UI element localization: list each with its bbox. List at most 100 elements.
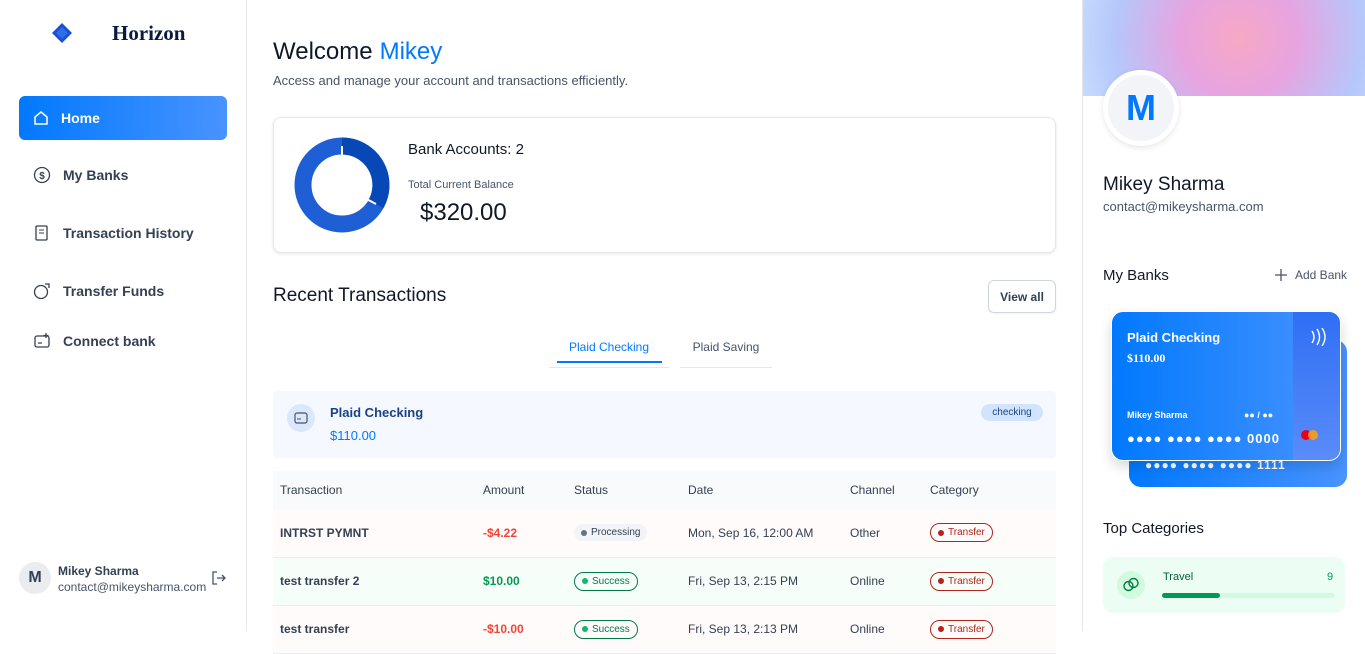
badge-label: Transfer: [948, 623, 985, 635]
badge-label: Transfer: [948, 575, 985, 587]
nav-label: Home: [61, 110, 100, 126]
card-number: ●●●● ●●●● ●●●● 0000: [1127, 431, 1280, 446]
cell: Mon, Sep 16, 12:00 AM: [681, 509, 843, 557]
nav-transfer[interactable]: Transfer Funds: [19, 269, 227, 313]
account-badge: checking: [981, 404, 1043, 421]
bank-name: Plaid Checking: [330, 405, 424, 420]
cell-text: Fri, Sep 13, 2:15 PM: [688, 574, 799, 588]
icon: [35, 225, 48, 241]
cell: Success: [567, 605, 681, 653]
nav-history[interactable]: Transaction History: [19, 211, 227, 255]
cell-text: test transfer 2: [280, 574, 360, 588]
icon: [33, 283, 50, 300]
tab-underline: [557, 361, 662, 363]
category-badge: Transfer: [930, 619, 993, 639]
cell: Transfer: [923, 605, 1056, 653]
dot: [938, 529, 944, 536]
tab[interactable]: Plaid Saving: [680, 340, 772, 368]
transaction-row: test transfer -$10.00 Success Fri, Sep 13, …: [273, 605, 1056, 653]
logout[interactable]: [211, 570, 227, 586]
badge-label: Success: [592, 623, 630, 635]
column-header: Transaction: [280, 483, 343, 497]
transaction-row: INTRST PYMNT -$4.22 Processing Mon, Sep 16,…: [273, 509, 1056, 557]
top-categories-title: Top Categories: [1103, 520, 1204, 537]
logo: [52, 23, 72, 43]
icon: [34, 333, 50, 348]
nav-home[interactable]: Home: [19, 96, 227, 140]
icon: [1275, 269, 1287, 281]
card-expiry: ●● / ●●: [1244, 410, 1274, 420]
cell-text: Online: [850, 574, 885, 588]
user-email: contact@mikeysharma.com: [58, 580, 207, 594]
category-badge: Transfer: [930, 571, 993, 591]
profile-panel: M Mikey Sharma contact@mikeysharma.com M…: [1082, 0, 1365, 631]
progress-fill: [1162, 593, 1220, 598]
bank-amount: $110.00: [330, 428, 377, 443]
status-badge: Processing: [574, 524, 648, 542]
cell-text: INTRST PYMNT: [280, 525, 369, 540]
user-avatar: M: [19, 562, 51, 594]
nav-label: Transaction History: [63, 225, 194, 241]
card-amount: $110.00: [1127, 351, 1166, 365]
column-header: Category: [930, 483, 979, 497]
dot: [938, 578, 944, 584]
icon: [34, 111, 48, 125]
amount: -$4.22: [483, 525, 518, 540]
nav-label: Transfer Funds: [63, 283, 165, 299]
donut: [294, 137, 390, 233]
transaction-row: test transfer 2 $10.00 Success Fri, Sep 13,…: [273, 557, 1056, 605]
dot: [938, 626, 944, 632]
total-balance: $320.00: [420, 199, 507, 226]
status-badge: Success: [574, 571, 638, 591]
view-all-button[interactable]: View all: [988, 280, 1056, 313]
nav-connect[interactable]: Connect bank: [19, 319, 227, 363]
nav-label: My Banks: [63, 167, 129, 183]
cell: Transfer: [923, 509, 1056, 557]
amount: -$10.00: [483, 622, 524, 636]
transactions-table: Transaction Amount Status Date Channel Catego…: [273, 471, 1056, 654]
nav-banks[interactable]: $ My Banks: [19, 153, 227, 197]
cell: Success: [567, 557, 681, 605]
column-header: Date: [688, 483, 714, 497]
subtitle: Access and manage your account and trans…: [273, 73, 629, 88]
category-icon: [1117, 571, 1145, 599]
bank-card[interactable]: Plaid Checking $110.00 Mikey Sharma ●● /…: [1111, 311, 1341, 461]
cell: Processing: [567, 509, 681, 557]
amount: $10.00: [483, 574, 520, 588]
category-count: 9: [1327, 571, 1334, 583]
section-title: Recent Transactions: [273, 285, 447, 306]
cell: Fri, Sep 13, 2:13 PM: [681, 605, 843, 653]
bank-accounts: Bank Accounts: 2: [408, 141, 524, 158]
badge-label: Success: [592, 575, 630, 587]
user-first-name: Mikey: [379, 38, 443, 65]
icon: $: [33, 166, 51, 184]
cell: Online: [843, 557, 923, 605]
table-header: Transaction Amount Status Date Channel Catego…: [273, 471, 1056, 509]
profile-email: contact@mikeysharma.com: [1103, 199, 1264, 214]
cell-text: Other: [850, 525, 881, 540]
my-banks-title: My Banks: [1103, 267, 1169, 284]
user-name: Mikey Sharma: [58, 564, 139, 578]
contactless: [1311, 328, 1326, 346]
sidebar: Horizon Home $ My Banks Transaction Histo…: [0, 0, 247, 631]
column-header: Status: [574, 483, 609, 497]
tab[interactable]: Plaid Checking: [549, 340, 669, 368]
cell: INTRST PYMNT: [273, 509, 476, 557]
column-header: Channel: [850, 483, 895, 497]
brand: Horizon: [112, 21, 186, 45]
cell-text: Online: [850, 622, 885, 636]
column-header: Amount: [483, 483, 525, 497]
add-bank[interactable]: Add Bank: [1275, 268, 1347, 282]
cell: -$4.22: [476, 509, 567, 557]
total-label: Total Current Balance: [408, 179, 514, 191]
bank-info: Plaid Checking $110.00 checking: [273, 391, 1056, 458]
card-holder: Mikey Sharma: [1127, 410, 1188, 420]
cell: $10.00: [476, 557, 567, 605]
status-badge: Success: [574, 619, 638, 639]
dot: [582, 578, 588, 584]
progress-track: [1162, 593, 1335, 598]
card-number: ●●●● ●●●● ●●●● 1111: [1145, 458, 1286, 472]
dot: [581, 529, 587, 536]
add-bank-label: Add Bank: [1295, 268, 1348, 282]
